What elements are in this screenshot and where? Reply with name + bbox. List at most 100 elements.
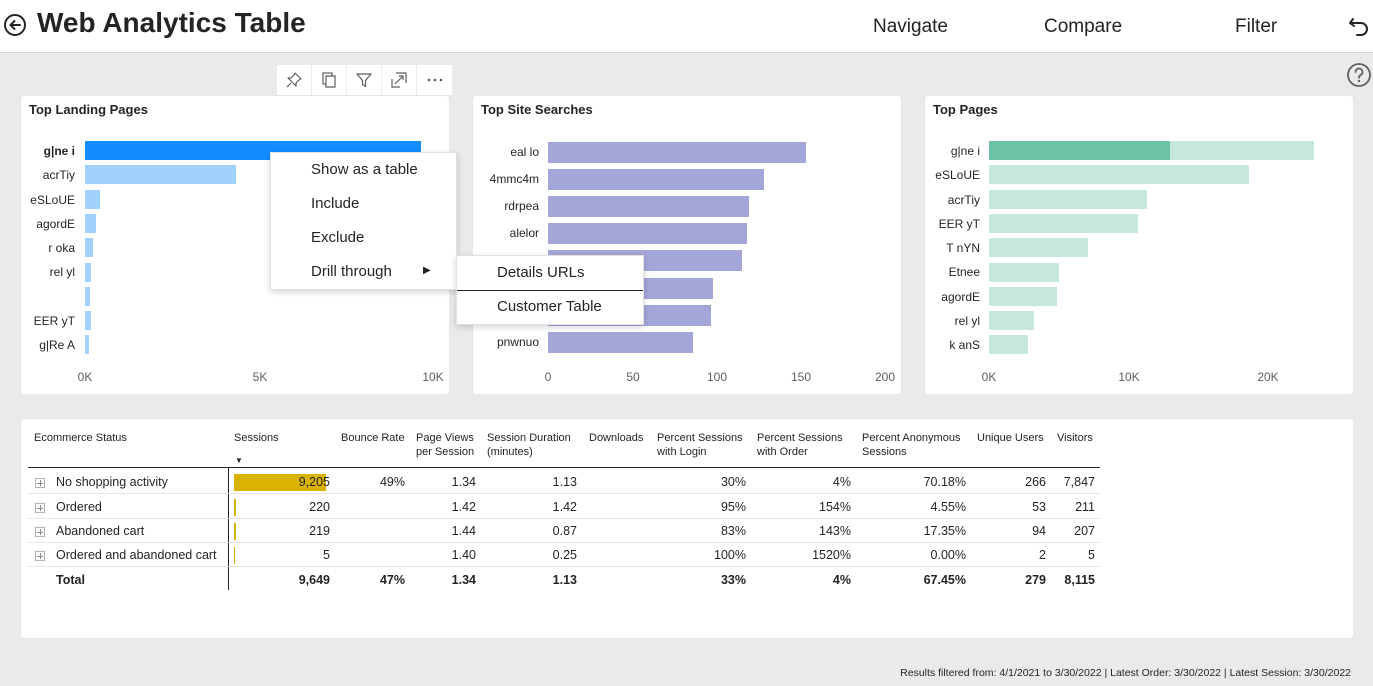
- bar[interactable]: [85, 213, 96, 233]
- bar[interactable]: [989, 189, 1147, 209]
- undo-icon[interactable]: [1346, 13, 1372, 39]
- table-cell: 1.13: [552, 475, 577, 489]
- table-cell: 211: [1075, 500, 1095, 514]
- column-header[interactable]: Downloads: [589, 432, 644, 444]
- bar[interactable]: [989, 213, 1139, 233]
- total-cell: 8,115: [1064, 573, 1095, 587]
- axis-label[interactable]: EER yT: [33, 314, 75, 328]
- bar[interactable]: [548, 196, 749, 218]
- bar[interactable]: [989, 286, 1058, 306]
- menu-item-exclude[interactable]: Exclude: [311, 229, 365, 246]
- more-options-button[interactable]: [417, 65, 452, 95]
- compare-button[interactable]: Compare: [1044, 16, 1123, 37]
- chart-title: Top Pages: [933, 102, 998, 117]
- axis-label[interactable]: g|ne i: [950, 144, 980, 158]
- axis-label[interactable]: rdrpea: [504, 199, 539, 213]
- axis-label[interactable]: acrTiy: [42, 168, 75, 182]
- bar[interactable]: [989, 262, 1059, 282]
- axis-label[interactable]: g|ne i: [43, 144, 75, 158]
- focus-mode-icon: [391, 72, 407, 88]
- focus-mode-button[interactable]: [382, 65, 417, 95]
- bar[interactable]: [989, 238, 1089, 258]
- row-header[interactable]: No shopping activity: [56, 475, 168, 489]
- axis-label[interactable]: pnwnuo: [496, 335, 539, 349]
- table-cell: 0.25: [552, 548, 577, 562]
- menu-item-include[interactable]: Include: [311, 195, 360, 212]
- axis-label[interactable]: r oka: [48, 241, 75, 255]
- axis-label[interactable]: acrTiy: [947, 193, 980, 207]
- row-header[interactable]: Ordered and abandoned cart: [56, 548, 217, 562]
- expand-row-icon[interactable]: [35, 527, 45, 537]
- top-site-searches-card: Top Site Searches eal lo 4mmc4m rdrpea a…: [473, 96, 901, 394]
- menu-divider: [457, 290, 643, 291]
- axis-label[interactable]: Etnee: [948, 265, 980, 279]
- pin-icon: [286, 72, 302, 88]
- axis-label[interactable]: rel yl: [954, 314, 980, 328]
- axis-label[interactable]: 4mmc4m: [489, 172, 539, 186]
- column-header[interactable]: Page Views per Session: [416, 432, 475, 458]
- axis-label[interactable]: EER yT: [938, 217, 980, 231]
- drill-through-submenu: Details URLs Customer Table: [456, 255, 644, 325]
- axis-label[interactable]: rel yl: [49, 265, 75, 279]
- bar[interactable]: [85, 311, 91, 331]
- copy-visual-button[interactable]: [312, 65, 347, 95]
- help-icon[interactable]: [1346, 62, 1372, 88]
- row-header[interactable]: Ordered: [56, 500, 102, 514]
- bar[interactable]: [548, 223, 747, 245]
- bar[interactable]: [548, 142, 806, 163]
- column-header[interactable]: Session Duration (minutes): [487, 432, 571, 458]
- bar[interactable]: [85, 335, 90, 355]
- back-icon[interactable]: [3, 13, 27, 37]
- bar[interactable]: [85, 189, 101, 209]
- total-cell: 67.45%: [923, 573, 966, 587]
- filter-icon: [356, 73, 372, 88]
- bar[interactable]: [989, 335, 1029, 355]
- table-cell: 95%: [720, 500, 746, 514]
- column-header[interactable]: Bounce Rate: [341, 432, 405, 444]
- axis-label[interactable]: agordE: [36, 217, 75, 231]
- expand-row-icon[interactable]: [35, 551, 45, 561]
- bar[interactable]: [85, 238, 93, 258]
- bar[interactable]: [548, 331, 693, 353]
- x-tick-label: 10K: [422, 370, 444, 384]
- bar[interactable]: [85, 262, 92, 282]
- pin-visual-button[interactable]: [277, 65, 312, 95]
- axis-label[interactable]: g|Re A: [39, 338, 75, 352]
- submenu-item-details-urls[interactable]: Details URLs: [497, 264, 585, 281]
- sessions-data-bar: [234, 523, 237, 540]
- row-divider: [28, 542, 1100, 543]
- visual-filter-button[interactable]: [347, 65, 382, 95]
- submenu-item-customer-table[interactable]: Customer Table: [497, 298, 602, 315]
- column-header[interactable]: Unique Users: [977, 432, 1044, 444]
- navigate-button[interactable]: Navigate: [873, 16, 948, 37]
- column-header[interactable]: Visitors: [1057, 432, 1093, 444]
- axis-label[interactable]: eal lo: [510, 145, 539, 159]
- column-header[interactable]: Percent Sessions with Order: [757, 432, 843, 458]
- axis-label[interactable]: k anS: [949, 338, 980, 352]
- axis-label[interactable]: agordE: [941, 290, 980, 304]
- axis-label[interactable]: eSLoUE: [935, 168, 980, 182]
- expand-row-icon[interactable]: [35, 503, 45, 513]
- bar[interactable]: [989, 311, 1034, 331]
- bar[interactable]: [989, 165, 1249, 185]
- axis-label[interactable]: eSLoUE: [30, 193, 75, 207]
- bar[interactable]: [85, 165, 236, 185]
- bar[interactable]: [85, 286, 91, 306]
- row-header[interactable]: Abandoned cart: [56, 524, 145, 538]
- axis-label[interactable]: alelor: [509, 226, 539, 240]
- menu-item-drill-through[interactable]: Drill through: [311, 263, 392, 280]
- sessions-data-bar: [234, 499, 237, 516]
- menu-item-show-as-table[interactable]: Show as a table: [311, 161, 418, 178]
- bar[interactable]: [548, 169, 764, 191]
- bar-highlight[interactable]: [989, 141, 1171, 160]
- table-cell: 83%: [720, 524, 746, 538]
- column-header[interactable]: Ecommerce Status: [34, 432, 127, 444]
- total-cell: 4%: [832, 573, 851, 587]
- column-header[interactable]: Percent Anonymous Sessions: [862, 432, 961, 458]
- column-header[interactable]: Sessions: [234, 432, 279, 444]
- column-header[interactable]: Percent Sessions with Login: [657, 432, 743, 458]
- filter-button[interactable]: Filter: [1235, 16, 1278, 37]
- axis-label[interactable]: T nYN: [946, 241, 980, 255]
- more-options-icon: [427, 78, 442, 82]
- expand-row-icon[interactable]: [35, 478, 45, 488]
